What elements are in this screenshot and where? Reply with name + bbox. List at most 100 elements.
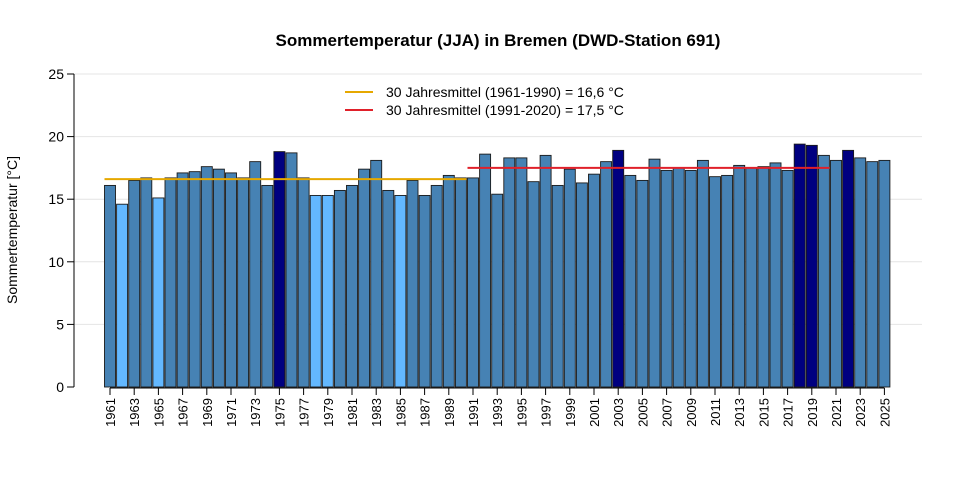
bar-2006 [648, 158, 661, 388]
bar-1983 [370, 159, 383, 388]
y-tick-label: 20 [48, 129, 64, 145]
bar-2017 [781, 169, 794, 388]
bar-1964 [140, 177, 153, 388]
bar-1968 [188, 171, 201, 388]
x-tick-label: 1985 [393, 398, 408, 427]
y-tick-label: 5 [56, 316, 64, 332]
bar-2007 [660, 169, 673, 388]
x-tick-label: 2017 [781, 398, 796, 427]
bar-2003 [612, 149, 625, 388]
x-tick-label: 2025 [877, 398, 892, 427]
bar-1988 [430, 184, 443, 388]
y-axis-label: Sommertemperatur [°C] [4, 156, 20, 304]
bar-1969 [200, 166, 213, 388]
bar-2001 [588, 173, 600, 388]
bar-1984 [382, 189, 395, 388]
bar-1976 [285, 152, 298, 388]
bar-1995 [515, 157, 528, 388]
bar-2011 [709, 176, 721, 388]
x-tick-label: 1983 [369, 398, 384, 427]
bar-2004 [624, 174, 637, 388]
y-tick-label: 10 [48, 254, 64, 270]
bar-1980 [333, 189, 346, 388]
bar-1991 [467, 177, 479, 388]
bar-1986 [406, 179, 419, 388]
bar-1974 [261, 184, 274, 388]
x-tick-label: 1999 [563, 398, 578, 427]
x-tick-label: 2013 [732, 398, 747, 427]
x-tick-label: 2009 [684, 398, 699, 427]
bar-1967 [176, 172, 189, 388]
bar-1965 [152, 197, 165, 388]
x-tick-label: 1975 [272, 398, 287, 427]
bar-1981 [346, 184, 358, 388]
bar-2012 [721, 174, 734, 388]
bar-1962 [116, 203, 129, 388]
bar-2024 [866, 161, 879, 388]
x-tick-label: 1971 [224, 398, 239, 427]
bar-1999 [563, 168, 576, 388]
bar-1973 [249, 161, 262, 388]
x-tick-label: 2011 [708, 398, 723, 426]
bar-2019 [805, 144, 818, 388]
bar-1990 [454, 177, 467, 388]
y-tick-label: 15 [48, 191, 64, 207]
bar-2014 [745, 167, 758, 388]
bar-1961 [104, 184, 116, 388]
bar-2021 [830, 159, 842, 388]
bar-1987 [418, 194, 431, 388]
bar-2013 [733, 164, 746, 388]
bar-1972 [237, 177, 250, 388]
bar-2025 [878, 159, 891, 388]
x-tick-label: 2007 [660, 398, 675, 427]
x-tick-label: 1981 [345, 398, 360, 427]
x-tick-label: 1991 [466, 398, 481, 427]
bar-2009 [684, 169, 697, 388]
bar-1989 [442, 174, 455, 388]
x-tick-label: 2021 [829, 398, 844, 427]
x-tick-label: 1987 [418, 398, 433, 427]
bar-1994 [503, 157, 516, 388]
x-tick-label: 2023 [853, 398, 868, 427]
bar-1963 [128, 179, 141, 388]
chart-title: Sommertemperatur (JJA) in Bremen (DWD-St… [276, 31, 721, 50]
x-tick-label: 1989 [442, 398, 457, 427]
x-tick-label: 1979 [321, 398, 336, 427]
bar-1993 [491, 193, 504, 388]
y-tick-label: 25 [48, 66, 64, 82]
bar-2002 [600, 161, 613, 388]
x-tick-label: 1995 [514, 398, 529, 427]
x-tick-label: 1961 [103, 398, 118, 427]
x-tick-label: 2003 [611, 398, 626, 427]
legend-label: 30 Jahresmittel (1991-2020) = 17,5 °C [386, 102, 624, 118]
x-tick-label: 1969 [200, 398, 215, 427]
x-tick-label: 2019 [805, 398, 820, 427]
bar-1998 [551, 184, 564, 388]
bar-1992 [479, 153, 492, 388]
bar-2016 [769, 162, 782, 388]
x-tick-label: 1967 [176, 398, 191, 427]
bar-1996 [527, 181, 540, 388]
x-tick-label: 2005 [635, 398, 650, 427]
bar-1997 [539, 154, 552, 388]
bar-2015 [757, 166, 770, 388]
bar-2008 [672, 167, 685, 388]
legend-label: 30 Jahresmittel (1961-1990) = 16,6 °C [386, 84, 624, 100]
bar-1971 [225, 172, 237, 388]
bar-1966 [164, 177, 177, 388]
x-tick-label: 1963 [127, 398, 142, 427]
bar-1978 [309, 194, 322, 388]
x-tick-label: 2015 [756, 398, 771, 427]
bar-1970 [212, 168, 225, 388]
bar-1975 [273, 151, 286, 388]
bar-2010 [696, 159, 709, 388]
bar-2018 [793, 143, 806, 388]
bar-1982 [358, 168, 371, 388]
bar-2023 [854, 157, 867, 388]
bar-2020 [817, 154, 830, 388]
bar-1979 [321, 194, 334, 388]
bar-1977 [297, 177, 310, 388]
bar-2022 [842, 149, 855, 388]
bar-2000 [575, 182, 588, 388]
